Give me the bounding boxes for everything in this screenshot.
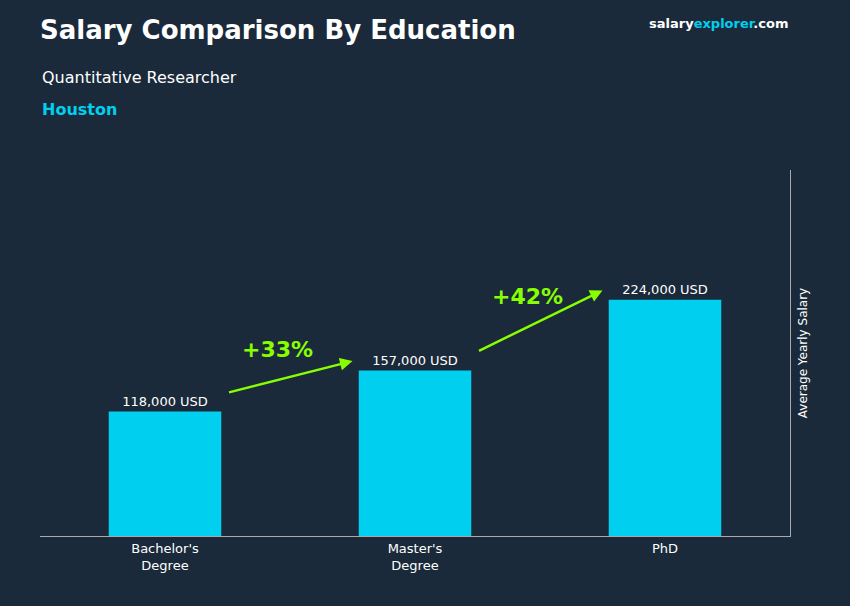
svg-text:118,000 USD: 118,000 USD [122,394,208,409]
svg-text:Bachelor'sDegree: Bachelor'sDegree [131,541,199,573]
svg-text:+42%: +42% [492,284,563,309]
svg-text:Quantitative Researcher: Quantitative Researcher [42,68,237,87]
svg-text:+33%: +33% [242,337,313,362]
svg-text:salaryexplorer.com: salaryexplorer.com [649,16,788,31]
svg-text:Average Yearly Salary: Average Yearly Salary [796,288,810,418]
svg-text:PhD: PhD [652,541,678,556]
svg-text:157,000 USD: 157,000 USD [372,353,458,368]
svg-text:Houston: Houston [42,100,117,119]
svg-text:Master'sDegree: Master'sDegree [388,541,443,573]
svg-text:Salary Comparison By Education: Salary Comparison By Education [40,15,516,45]
svg-text:224,000 USD: 224,000 USD [622,282,708,297]
